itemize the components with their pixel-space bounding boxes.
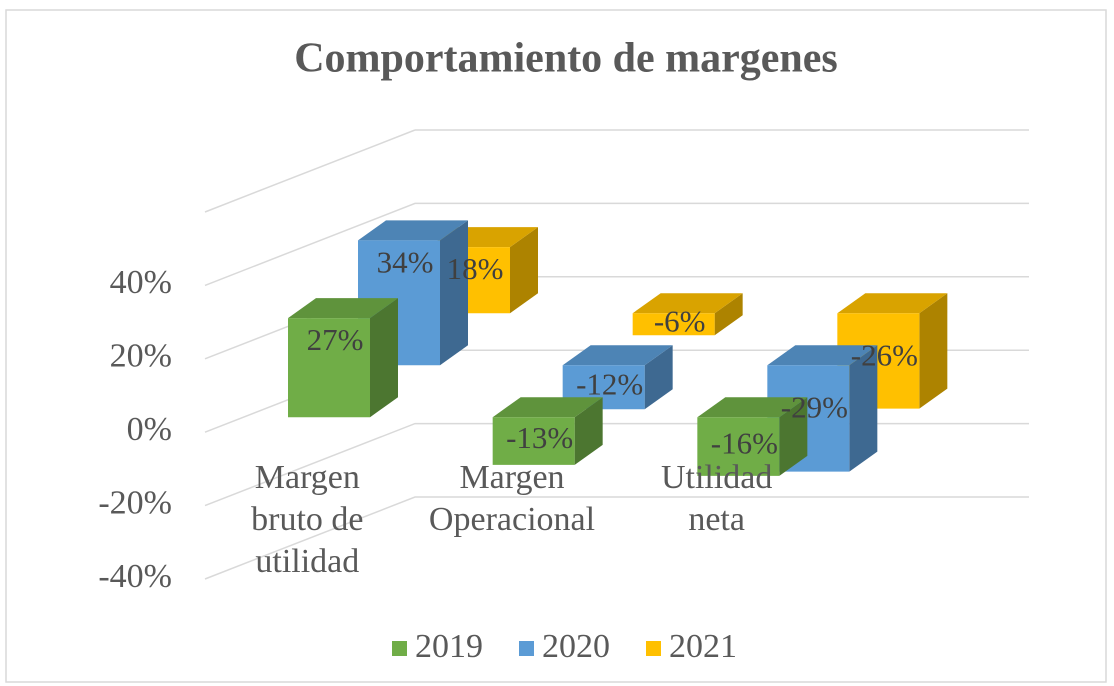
data-label: -12% <box>576 366 643 401</box>
bar-side <box>849 345 878 472</box>
data-label: -6% <box>654 303 706 338</box>
bar-top <box>837 293 948 314</box>
y-tick-label: -40% <box>98 558 172 595</box>
x-tick-label: Utilidad neta <box>660 459 773 538</box>
bar <box>697 397 808 476</box>
legend-label: 2019 <box>415 628 483 665</box>
bar-face <box>697 417 780 476</box>
bar-top <box>492 397 603 418</box>
bar <box>492 397 603 465</box>
x-tick-label: Margen Operacional <box>428 459 596 538</box>
data-label: -13% <box>506 420 573 455</box>
bar-side <box>370 298 398 418</box>
bar-face <box>632 313 715 336</box>
bar-side <box>574 397 603 465</box>
data-label: -16% <box>711 426 778 461</box>
legend-swatch <box>392 641 407 656</box>
data-label: -29% <box>781 389 848 424</box>
bar-side <box>714 293 743 336</box>
bar <box>562 345 673 410</box>
bar <box>632 293 743 336</box>
data-label: 34% <box>377 245 434 280</box>
grid-line <box>204 496 1029 580</box>
data-label: 27% <box>307 322 364 357</box>
data-label: -26% <box>851 337 918 372</box>
bar-side <box>779 397 808 476</box>
y-tick-label: 40% <box>110 264 172 301</box>
chart-title: Comportamiento de margenes <box>294 36 838 82</box>
bar-side <box>919 293 948 409</box>
x-tick-label: Margen bruto de utilidad <box>251 459 364 580</box>
bar-top <box>632 293 743 314</box>
data-label: 18% <box>447 251 504 286</box>
bar-face <box>288 318 370 418</box>
bar-top <box>288 298 398 319</box>
legend-swatch <box>519 641 534 656</box>
grid-line <box>204 202 1029 287</box>
bar-side <box>510 227 538 314</box>
y-tick-label: 0% <box>127 411 172 448</box>
bar-side <box>644 345 673 410</box>
legend-label: 2021 <box>669 628 737 665</box>
y-tick-label: 20% <box>110 338 172 375</box>
y-tick-label: -20% <box>98 484 172 521</box>
bar-top <box>767 345 878 366</box>
bar-face <box>492 417 575 465</box>
wall-edge <box>204 129 416 213</box>
bar <box>288 298 398 418</box>
bar-top <box>358 220 468 241</box>
legend-label: 2020 <box>542 628 610 665</box>
bar-top <box>697 397 808 418</box>
legend-swatch <box>646 641 661 656</box>
bar-side <box>440 220 468 366</box>
bar-top <box>562 345 673 366</box>
